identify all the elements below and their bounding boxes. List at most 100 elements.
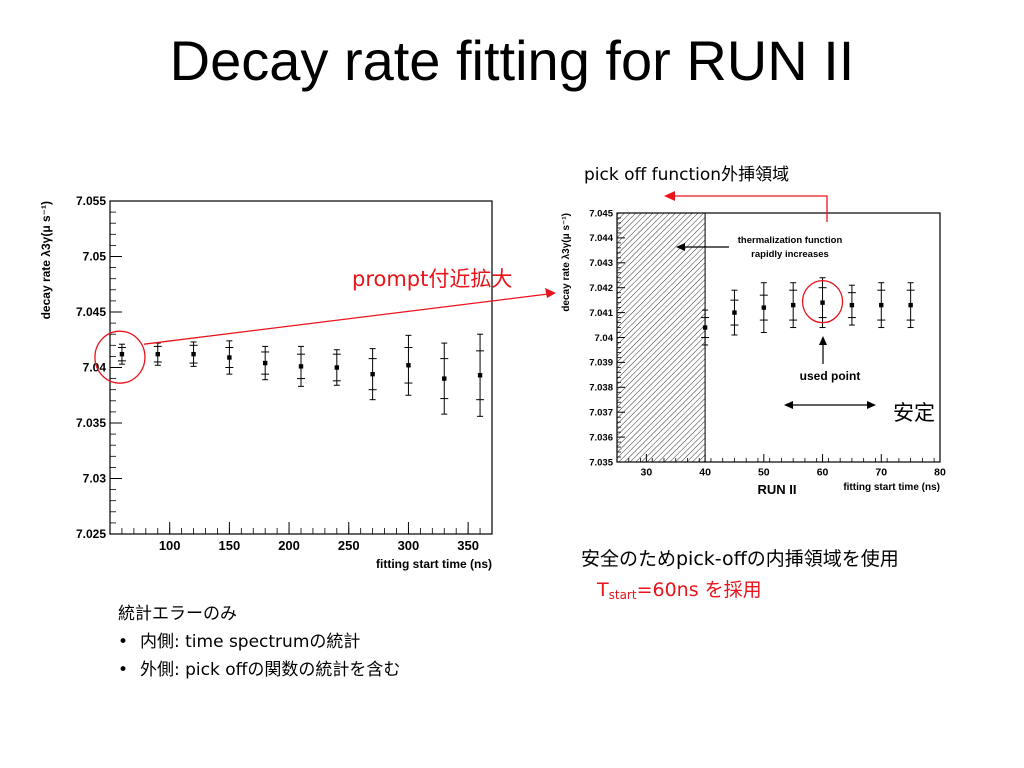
notes-bullet-text: 外側: pick offの関数の統計を含む [140, 660, 401, 680]
pickoff-bracket [672, 195, 828, 222]
data-point [701, 309, 710, 346]
data-point [847, 284, 856, 326]
y-tick-label: 7.043 [589, 258, 613, 269]
thermalization-arrowhead [676, 243, 685, 251]
data-point [225, 340, 234, 375]
bullet-icon: • [118, 632, 129, 652]
y-tick-label: 7.025 [76, 527, 106, 541]
data-point [789, 282, 798, 329]
data-marker [119, 351, 125, 357]
y-tick-label: 7.038 [589, 383, 613, 394]
y-axis-label: decay rate λ3γ(μ s⁻¹) [561, 213, 572, 312]
x-tick-label: 60 [817, 467, 829, 479]
pickoff-extrapolation-label: pick off function外挿領域 [584, 165, 790, 185]
data-marker [262, 360, 268, 366]
tstart-sub: start [608, 588, 637, 602]
notes-bullet-item: • 内側: time spectrumの統計 [118, 628, 400, 656]
data-marker [820, 300, 825, 305]
y-tick-label: 7.04 [595, 333, 614, 344]
y-tick-label: 7.035 [589, 457, 613, 468]
used-point-label: used point [800, 369, 861, 383]
thermalization-label: rapidly increases [751, 249, 829, 260]
y-tick-label: 7.042 [589, 283, 613, 294]
highlight-circle [94, 330, 146, 384]
tstart-prefix: T [597, 579, 609, 601]
prompt-zoom-arrow [143, 293, 549, 345]
data-marker [191, 351, 196, 357]
x-tick-label: 300 [398, 538, 420, 553]
data-point [153, 342, 162, 366]
y-tick-label: 7.045 [589, 208, 613, 219]
y-tick-label: 7.036 [589, 432, 613, 443]
data-point [906, 282, 915, 329]
data-point [368, 348, 377, 401]
data-point [476, 333, 485, 417]
tstart-note: Tstart=60ns を採用 [597, 575, 762, 602]
data-marker [732, 310, 737, 315]
data-marker [849, 302, 855, 308]
x-tick-label: 70 [875, 467, 887, 479]
y-tick-label: 7.05 [83, 250, 107, 264]
data-marker [761, 305, 767, 310]
data-point [877, 282, 886, 329]
y-tick-label: 7.035 [76, 416, 106, 430]
error-notes: 統計エラーのみ • 内側: time spectrumの統計 • 外側: pick … [118, 600, 400, 684]
data-marker [442, 376, 447, 381]
y-tick-label: 7.03 [83, 472, 107, 486]
x-tick-label: 150 [219, 538, 241, 553]
stable-label: 安定 [893, 401, 935, 425]
y-tick-label: 7.037 [589, 408, 613, 419]
prompt-zoom-label: prompt付近拡大 [352, 267, 513, 291]
data-marker [370, 371, 375, 377]
tstart-value: =60ns を採用 [636, 579, 762, 601]
data-point [297, 345, 305, 387]
x-tick-label: 350 [457, 538, 479, 553]
stable-arrowhead-right [867, 401, 876, 409]
x-tick-label: 30 [641, 467, 653, 479]
safety-note: 安全のためpick-offの内挿領域を使用 [581, 548, 899, 570]
data-point [404, 334, 413, 396]
y-tick-label: 7.041 [589, 308, 613, 319]
chart-1: 7.025 7.03 7.035 7.04 7.045 7.05 7.055 100 150 20… [39, 194, 493, 571]
x-tick-label: 80 [934, 467, 946, 479]
slide-title: Decay rate fitting for RUN II [169, 29, 855, 92]
data-point [440, 342, 449, 415]
y-tick-label: 7.044 [589, 233, 613, 244]
data-point [117, 343, 126, 365]
pickoff-arrowhead [664, 191, 675, 201]
data-point [759, 282, 768, 334]
notes-bullet-text: 内側: time spectrumの統計 [140, 632, 361, 652]
hatched-extrapolation-region [616, 212, 706, 463]
data-marker [406, 363, 411, 368]
y-axis-label: decay rate λ3γ(μ s⁻¹) [39, 201, 53, 319]
used-point-arrowhead [819, 336, 827, 345]
x-tick-label: 200 [278, 538, 300, 553]
y-tick-label: 7.039 [589, 358, 613, 369]
data-marker [155, 351, 160, 357]
stable-arrowhead-left [784, 401, 793, 409]
data-marker [227, 355, 232, 360]
thermalization-label: thermalization function [738, 235, 843, 246]
data-marker [334, 365, 340, 370]
data-marker [702, 325, 708, 330]
prompt-zoom-arrowhead [545, 288, 556, 298]
bullet-icon: • [118, 660, 129, 680]
x-tick-label: 50 [758, 467, 770, 479]
used-point-circle [801, 279, 844, 324]
y-tick-label: 7.045 [76, 305, 106, 319]
notes-bullet-item: • 外側: pick offの関数の統計を含む [118, 656, 400, 684]
y-tick-label: 7.04 [83, 361, 107, 375]
x-tick-label: 250 [338, 538, 360, 553]
x-tick-label: 100 [159, 538, 181, 553]
chart-2-title: RUN II [758, 482, 797, 497]
notes-heading: 統計エラーのみ [118, 604, 237, 624]
data-point [189, 341, 198, 367]
data-marker [477, 373, 483, 378]
x-tick-label: 40 [699, 467, 711, 479]
x-axis-label: fitting start time (ns) [376, 557, 492, 571]
data-marker [908, 302, 913, 308]
data-marker [298, 364, 304, 369]
data-marker [790, 302, 796, 308]
data-point [332, 349, 341, 386]
